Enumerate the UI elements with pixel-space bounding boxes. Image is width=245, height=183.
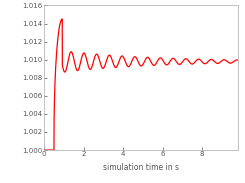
- X-axis label: simulation time in s: simulation time in s: [103, 163, 179, 172]
